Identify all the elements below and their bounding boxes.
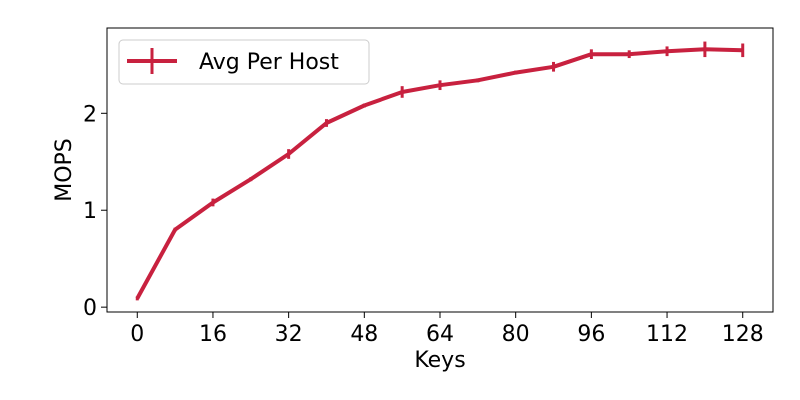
y-axis-label: MOPS (52, 138, 77, 202)
legend-frame (118, 39, 370, 85)
x-tick-label: 96 (577, 322, 605, 347)
series-layer (135, 41, 745, 301)
y-tick-label: 0 (83, 296, 97, 321)
legend: Avg Per Host (118, 39, 370, 85)
x-tick-label: 32 (275, 322, 303, 347)
x-tick-label: 80 (502, 322, 530, 347)
x-tick-label: 16 (199, 322, 227, 347)
x-tick-label: 112 (646, 322, 688, 347)
x-tick-label: 128 (722, 322, 764, 347)
x-axis-label: Keys (414, 348, 465, 373)
x-tick-label: 48 (350, 322, 378, 347)
y-axis-ticks: 0 1 2 (83, 102, 107, 321)
x-tick-label: 64 (426, 322, 454, 347)
y-tick-label: 1 (83, 199, 97, 224)
y-tick-label: 2 (83, 102, 97, 127)
legend-series-label: Avg Per Host (199, 50, 339, 75)
x-tick-label: 0 (130, 322, 144, 347)
x-axis-ticks: 0 16 32 48 64 80 96 112 128 (130, 312, 764, 347)
